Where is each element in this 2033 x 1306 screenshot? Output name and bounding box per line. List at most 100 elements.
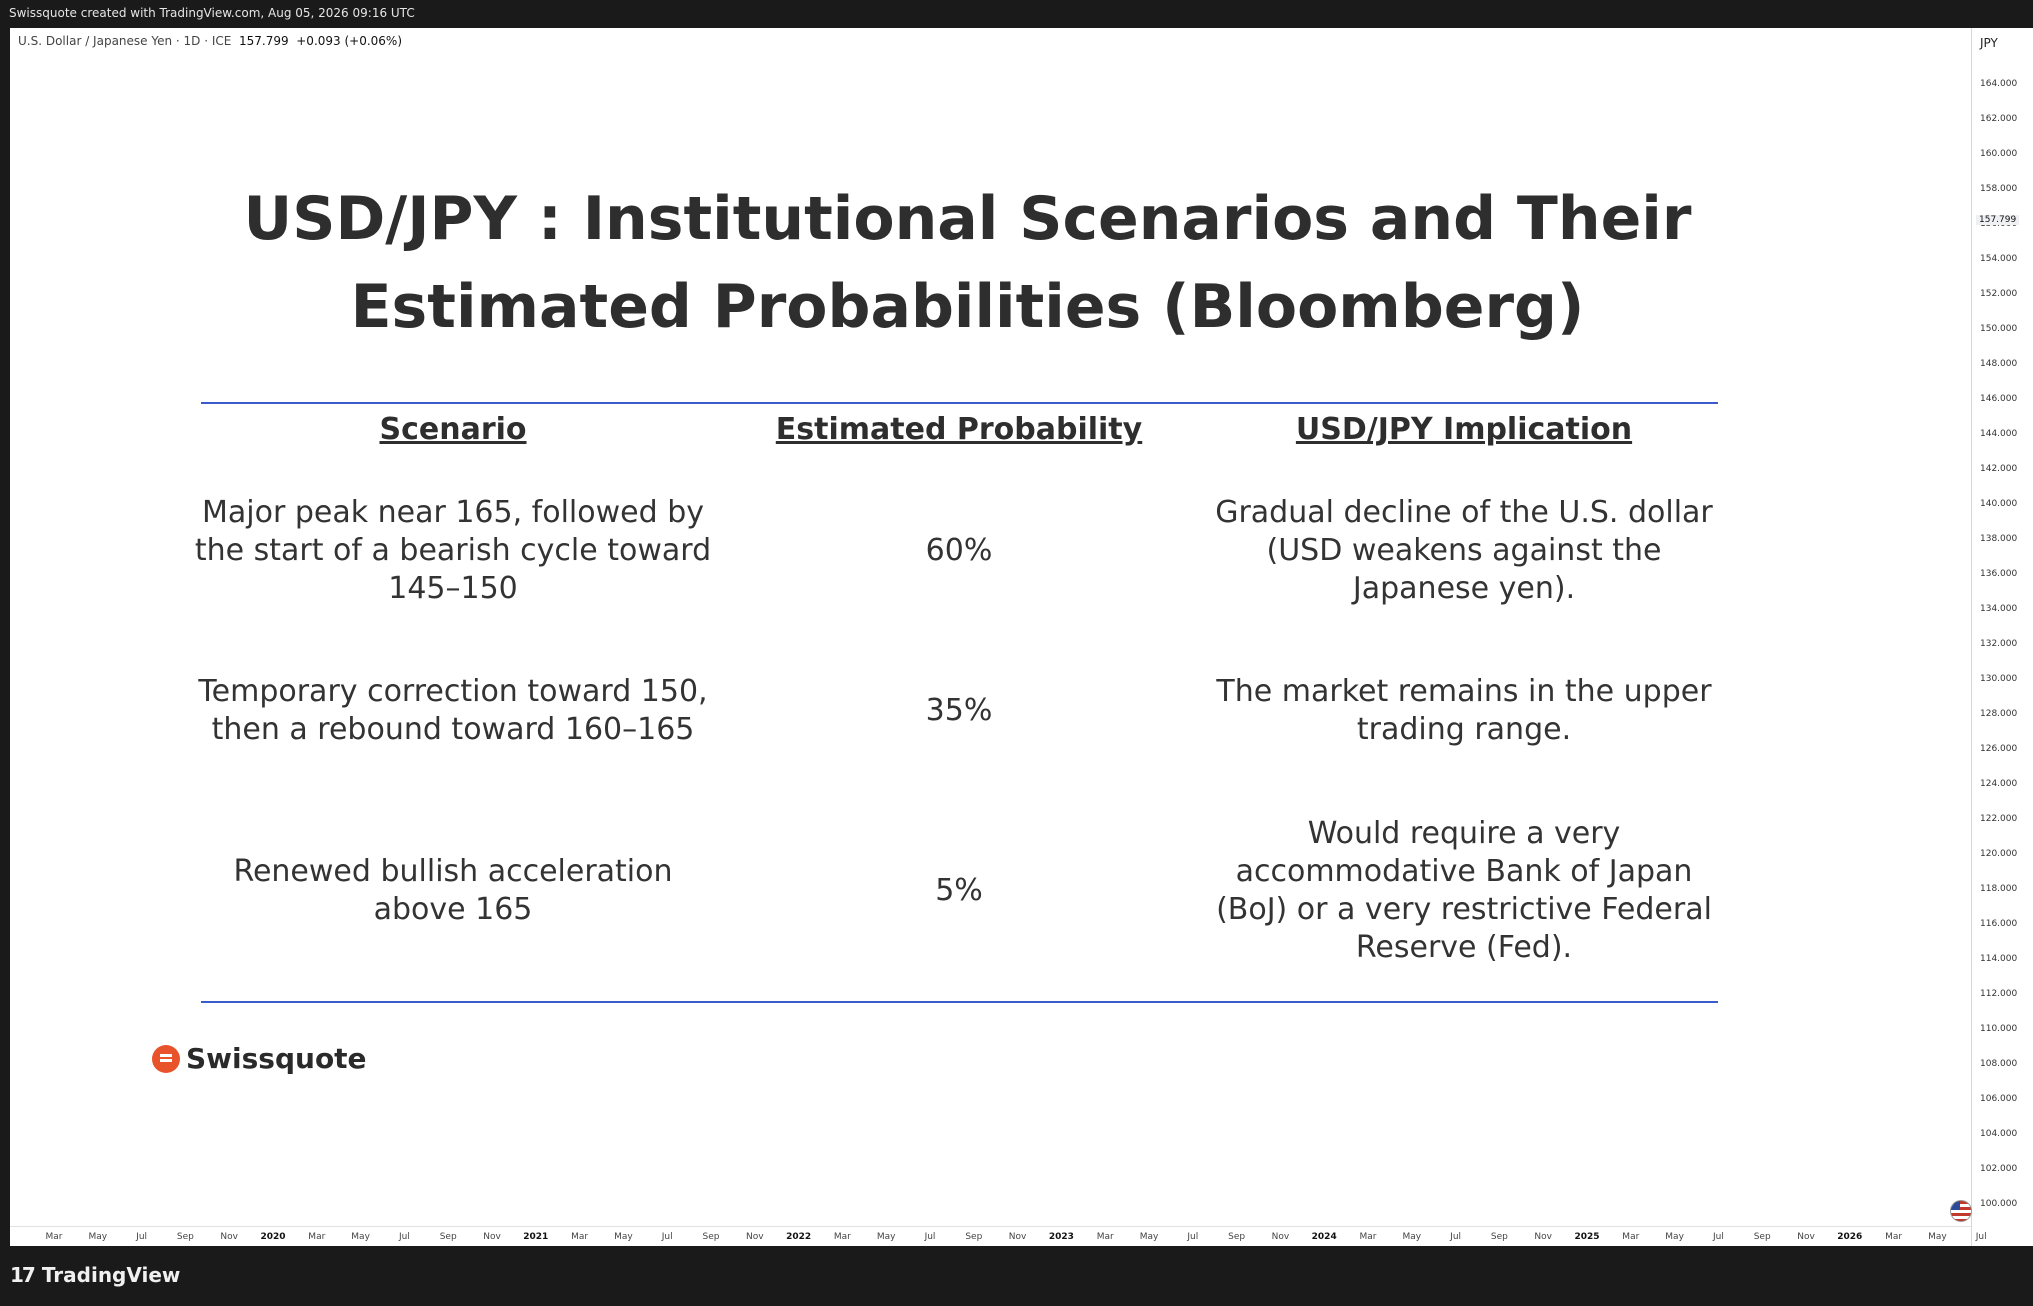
price-tick: 134.000 (1980, 604, 2018, 614)
time-tick: Nov (483, 1232, 501, 1242)
price-tick: 102.000 (1980, 1164, 2018, 1174)
time-tick: Sep (1490, 1232, 1508, 1242)
time-tick: Jul (661, 1232, 673, 1242)
time-tick: May (1928, 1232, 1947, 1242)
time-tick: Nov (1271, 1232, 1290, 1242)
price-tick: 142.000 (1980, 464, 2018, 474)
price-tick: 116.000 (1980, 919, 2018, 929)
price-tick: 138.000 (1980, 534, 2018, 544)
time-tick: 2026 (1837, 1232, 1863, 1242)
time-tick: Mar (833, 1232, 851, 1242)
row2-probability: 35% (925, 693, 993, 728)
time-tick: Mar (1359, 1232, 1377, 1242)
tradingview-mark-icon: 17 (10, 1263, 36, 1287)
row1-probability: 60% (925, 533, 993, 568)
time-tick: 2022 (786, 1232, 812, 1242)
row3-probability: 5% (935, 873, 983, 908)
time-tick: Sep (176, 1232, 194, 1242)
header-scenario: Scenario (379, 412, 527, 447)
header-probability: Estimated Probability (775, 412, 1143, 447)
table-bottom-rule (201, 1001, 1718, 1003)
row1-implication: Gradual decline of the U.S. dollar (USD … (1215, 495, 1713, 606)
time-tick: May (614, 1232, 633, 1242)
price-tick: 104.000 (1980, 1129, 2018, 1139)
last-price: 157.799 (238, 34, 289, 48)
time-tick: 2020 (260, 1232, 286, 1242)
price-tick: 158.000 (1980, 184, 2018, 194)
price-tick: 120.000 (1980, 849, 2018, 859)
time-tick: Jul (1975, 1232, 1987, 1242)
price-tick: 154.000 (1980, 254, 2018, 264)
swissquote-brand: Swissquote (152, 1042, 367, 1075)
time-tick: Jul (136, 1232, 148, 1242)
last-price-label: 157.799 (1976, 215, 2020, 225)
time-tick: Sep (1228, 1232, 1246, 1242)
top-bar: Swissquote created with TradingView.com,… (0, 0, 2033, 28)
time-tick: Mar (1885, 1232, 1903, 1242)
time-tick: May (1139, 1232, 1159, 1242)
price-tick: 152.000 (1980, 289, 2018, 299)
symbol-name: U.S. Dollar / Japanese Yen · 1D · ICE (18, 34, 232, 48)
time-tick: Nov (220, 1232, 238, 1242)
time-tick: May (1402, 1232, 1422, 1242)
time-tick: May (88, 1232, 108, 1242)
row1-scenario: Major peak near 165, followed by the sta… (194, 495, 712, 606)
price-tick: 136.000 (1980, 569, 2018, 579)
price-change: +0.093 (+0.06%) (296, 34, 403, 48)
price-axis[interactable]: JPY 164.000162.000160.000158.000156.0001… (1971, 28, 2033, 1246)
price-tick: 108.000 (1980, 1059, 2018, 1069)
price-tick: 162.000 (1980, 114, 2018, 124)
price-tick: 160.000 (1980, 149, 2018, 159)
row3-implication: Would require a very accommodative Bank … (1216, 816, 1712, 965)
price-tick: 140.000 (1980, 499, 2018, 509)
symbol-legend[interactable]: U.S. Dollar / Japanese Yen · 1D · ICE 15… (18, 34, 402, 48)
row2-scenario: Temporary correction toward 150, then a … (198, 674, 708, 747)
price-tick: 164.000 (1980, 79, 2018, 89)
time-axis[interactable]: Mar May Jul Sep Nov 2020 Mar May Jul Sep Nov 2021 Ma… (10, 1226, 1987, 1246)
time-tick: Sep (965, 1232, 983, 1242)
credit-text: Swissquote created with TradingView.com,… (9, 6, 415, 20)
time-tick: Jul (398, 1232, 410, 1242)
time-tick: Mar (45, 1232, 63, 1242)
price-tick: 118.000 (1980, 884, 2018, 894)
time-tick: Mar (571, 1232, 589, 1242)
brand-name: Swissquote (186, 1042, 367, 1075)
tradingview-logo[interactable]: 17 TradingView (10, 1263, 180, 1287)
time-tick: Nov (1008, 1232, 1027, 1242)
price-tick: 132.000 (1980, 639, 2018, 649)
slide-title: USD/JPY : Institutional Scenarios and Th… (243, 184, 1692, 342)
price-tick: 110.000 (1980, 1024, 2018, 1034)
time-tick: 2024 (1311, 1232, 1337, 1242)
time-tick: 2025 (1574, 1232, 1600, 1242)
time-tick: Sep (439, 1232, 457, 1242)
price-tick: 126.000 (1980, 744, 2018, 754)
price-tick: 146.000 (1980, 394, 2018, 404)
row2-implication: The market remains in the upper trading … (1216, 674, 1712, 747)
chart-pane[interactable]: U.S. Dollar / Japanese Yen · 1D · ICE 15… (10, 28, 1971, 1246)
price-tick: 150.000 (1980, 324, 2018, 334)
price-tick: 128.000 (1980, 709, 2018, 719)
time-tick: Sep (702, 1232, 720, 1242)
price-tick: 148.000 (1980, 359, 2018, 369)
time-tick: 2023 (1048, 1232, 1074, 1242)
price-tick: 144.000 (1980, 429, 2018, 439)
bottom-bar: 17 TradingView (0, 1246, 2033, 1306)
time-tick: 2021 (523, 1232, 549, 1242)
us-flag-icon[interactable] (1950, 1200, 1972, 1222)
time-tick: Mar (1622, 1232, 1640, 1242)
time-tick: Nov (1534, 1232, 1552, 1242)
time-tick: Jul (1450, 1232, 1462, 1242)
price-tick: 106.000 (1980, 1094, 2018, 1104)
currency-label[interactable]: JPY (1980, 36, 1998, 50)
time-tick: Mar (1096, 1232, 1114, 1242)
price-tick: 112.000 (1980, 989, 2018, 999)
time-tick: May (1665, 1232, 1684, 1242)
tradingview-wordmark: TradingView (41, 1263, 181, 1287)
time-tick: Jul (924, 1232, 936, 1242)
time-tick: Jul (1712, 1232, 1724, 1242)
price-tick: 130.000 (1980, 674, 2018, 684)
price-tick: 122.000 (1980, 814, 2018, 824)
time-tick: Jul (1187, 1232, 1199, 1242)
time-tick: Sep (1753, 1232, 1771, 1242)
price-tick: 124.000 (1980, 779, 2018, 789)
